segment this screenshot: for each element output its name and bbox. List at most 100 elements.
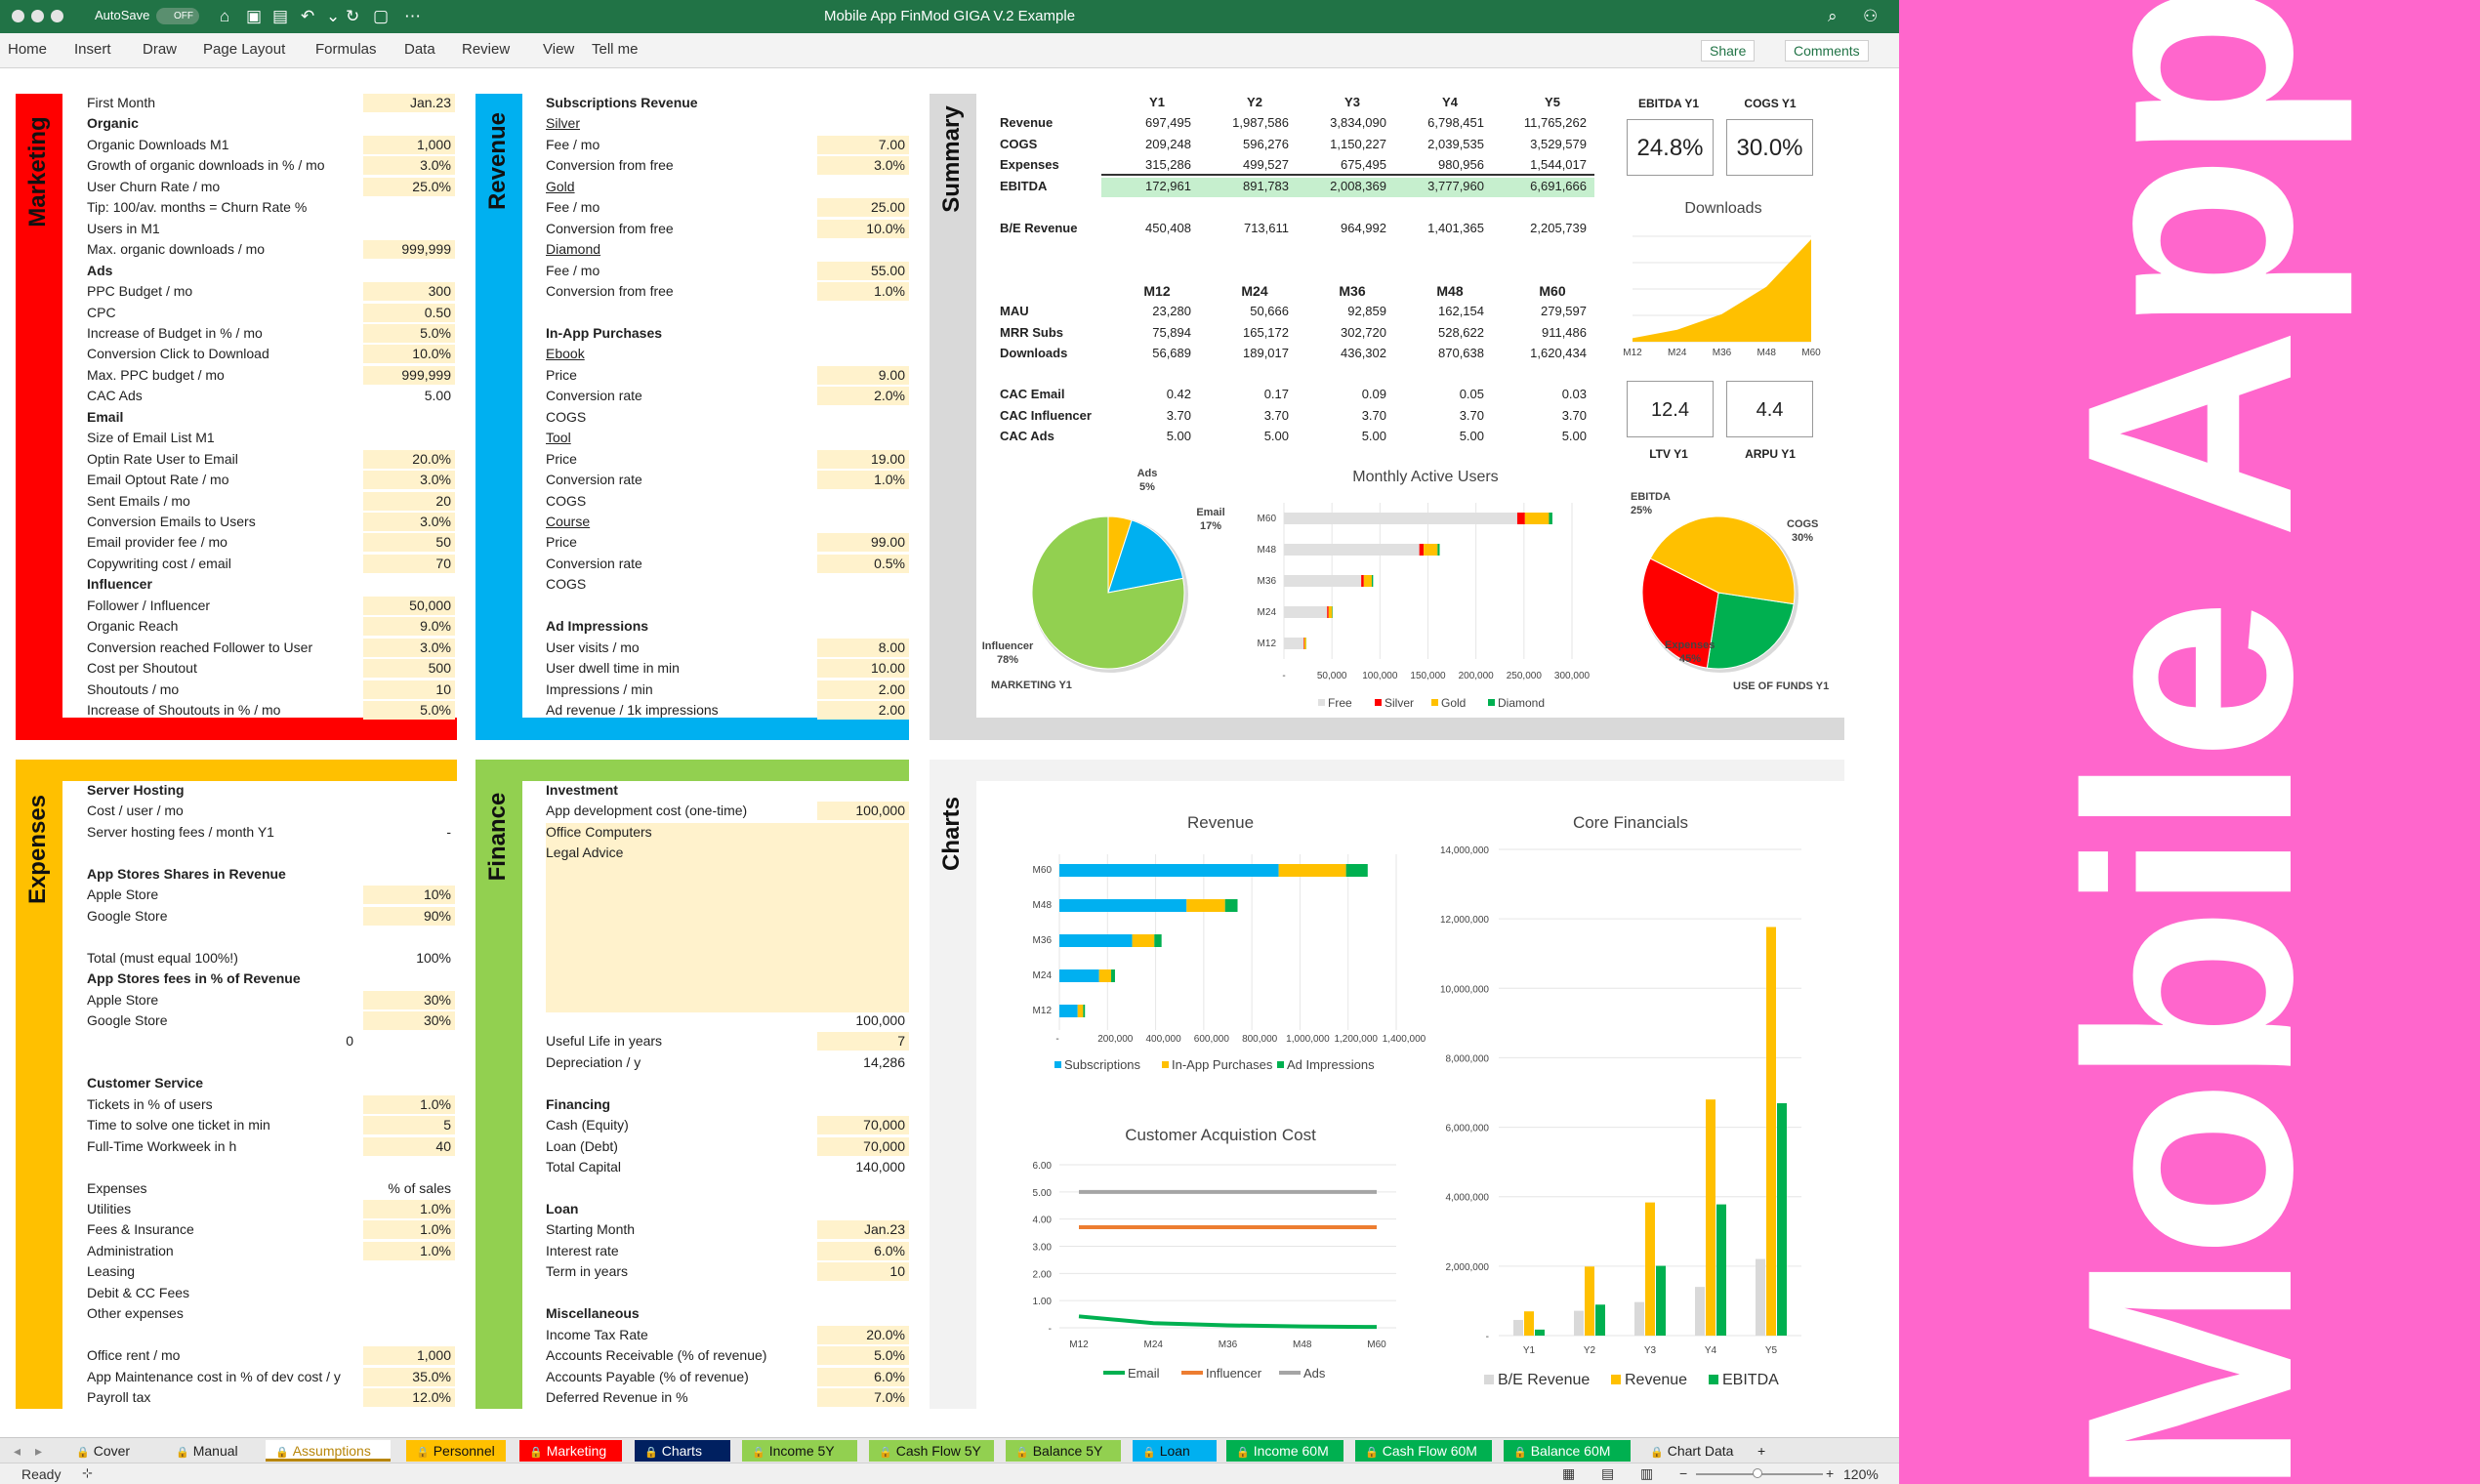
zoom-slider-thumb[interactable] (1753, 1468, 1762, 1478)
share-button[interactable]: Share (1701, 40, 1756, 62)
comments-button[interactable]: Comments (1785, 40, 1869, 62)
more-icon[interactable]: ⋯ (404, 7, 421, 25)
expenses-input[interactable]: 12.0% (363, 1388, 455, 1408)
revenue-input[interactable]: 19.00 (817, 449, 909, 469)
marketing-input[interactable]: 999,999 (363, 365, 455, 385)
sheet-tab-income-5y[interactable]: 🔒 Income 5Y (742, 1440, 857, 1462)
finance-input[interactable]: 100,000 (817, 802, 909, 821)
marketing-input[interactable]: 10.0% (363, 345, 455, 364)
sheet-tab-charts[interactable]: 🔒 Charts (635, 1440, 730, 1462)
home-icon[interactable]: ⌂ (220, 7, 230, 25)
finance-input[interactable]: 20.0% (817, 1325, 909, 1344)
sheet-tab-income-60m[interactable]: 🔒 Income 60M (1226, 1440, 1343, 1462)
finance-input-area[interactable] (546, 886, 909, 908)
window-minimize-button[interactable] (31, 10, 44, 22)
finance-input[interactable]: 70,000 (817, 1116, 909, 1135)
marketing-input[interactable]: 5.0% (363, 323, 455, 343)
finance-input-area[interactable] (546, 928, 909, 950)
expenses-input[interactable]: 5 (363, 1116, 455, 1135)
ribbon-tab-insert[interactable]: Insert (74, 41, 111, 58)
finance-input[interactable]: 6.0% (817, 1241, 909, 1260)
marketing-input[interactable]: Jan.23 (363, 94, 455, 112)
finance-input-area[interactable] (546, 864, 909, 886)
expenses-input[interactable]: 1,000 (363, 1346, 455, 1366)
marketing-input[interactable]: 70 (363, 554, 455, 573)
scroll-right-icon[interactable]: ▸ (35, 1443, 43, 1459)
window-zoom-button[interactable] (51, 10, 63, 22)
revenue-input[interactable]: 8.00 (817, 638, 909, 657)
expenses-input[interactable]: 30% (363, 990, 455, 1010)
marketing-input[interactable]: 50,000 (363, 596, 455, 615)
ribbon-tab-data[interactable]: Data (404, 41, 435, 58)
save-as-icon[interactable]: ▤ (272, 7, 289, 25)
finance-input[interactable]: 6.0% (817, 1367, 909, 1386)
sheet-tab-marketing[interactable]: 🔒 Marketing (519, 1440, 622, 1462)
finance-input-area[interactable] (546, 822, 909, 845)
autosave-toggle[interactable]: OFF (156, 8, 199, 24)
zoom-in-icon[interactable]: + (1826, 1465, 1835, 1481)
expenses-input[interactable]: 40 (363, 1136, 455, 1156)
finance-input[interactable]: Jan.23 (817, 1220, 909, 1240)
marketing-input[interactable]: 500 (363, 659, 455, 679)
marketing-input[interactable]: 3.0% (363, 513, 455, 531)
marketing-input[interactable]: 3.0% (363, 638, 455, 657)
revenue-input[interactable]: 9.00 (817, 365, 909, 385)
marketing-input[interactable]: 20 (363, 491, 455, 511)
revenue-input[interactable]: 25.00 (817, 198, 909, 218)
sheet-tab-loan[interactable]: 🔒 Loan (1133, 1440, 1217, 1462)
marketing-input[interactable]: 999,999 (363, 240, 455, 260)
expenses-input[interactable]: 35.0% (363, 1367, 455, 1386)
ribbon-tab-formulas[interactable]: Formulas (315, 41, 377, 58)
expenses-input[interactable]: 90% (363, 906, 455, 926)
ribbon-tab-tell-me[interactable]: Tell me (592, 41, 639, 58)
sheet-tab-cover[interactable]: 🔒 Cover (66, 1440, 145, 1462)
page-layout-view-icon[interactable]: ▤ (1601, 1465, 1615, 1481)
revenue-input[interactable]: 1.0% (817, 282, 909, 302)
expenses-input[interactable]: 10% (363, 886, 455, 905)
accessibility-icon[interactable]: ⊹ (82, 1465, 93, 1480)
scroll-left-icon[interactable]: ◂ (14, 1443, 21, 1459)
sheet-tab-balance-60m[interactable]: 🔒 Balance 60M (1504, 1440, 1631, 1462)
marketing-input[interactable]: 1,000 (363, 135, 455, 154)
sheet-tab-cash-flow-60m[interactable]: 🔒 Cash Flow 60M (1355, 1440, 1492, 1462)
finance-input-area[interactable] (546, 844, 909, 866)
expenses-input[interactable]: 1.0% (363, 1200, 455, 1218)
search-icon[interactable]: ⌕ (1828, 7, 1838, 25)
finance-input[interactable]: 10 (817, 1262, 909, 1282)
revenue-input[interactable]: 10.0% (817, 219, 909, 238)
sheet-tab-chart-data[interactable]: 🔒 Chart Data (1640, 1440, 1748, 1462)
ribbon-tab-home[interactable]: Home (8, 41, 48, 58)
marketing-input[interactable]: 3.0% (363, 156, 455, 176)
marketing-input[interactable]: 300 (363, 282, 455, 302)
finance-input[interactable]: 7.0% (817, 1388, 909, 1408)
marketing-input[interactable]: 0.50 (363, 303, 455, 322)
revenue-input[interactable]: 55.00 (817, 261, 909, 280)
finance-input[interactable]: 70,000 (817, 1136, 909, 1156)
revenue-input[interactable]: 2.00 (817, 701, 909, 721)
marketing-input[interactable]: 3.0% (363, 471, 455, 490)
expenses-input[interactable]: 1.0% (363, 1220, 455, 1240)
finance-input-area[interactable] (546, 948, 909, 970)
undo-icon[interactable]: ↶ (301, 7, 315, 25)
revenue-input[interactable]: 0.5% (817, 554, 909, 573)
sheet-tab-cash-flow-5y[interactable]: 🔒 Cash Flow 5Y (869, 1440, 994, 1462)
finance-input-area[interactable] (546, 906, 909, 928)
zoom-out-icon[interactable]: − (1679, 1465, 1688, 1481)
revenue-input[interactable]: 99.00 (817, 533, 909, 553)
sheet-tab-personnel[interactable]: 🔒 Personnel (406, 1440, 506, 1462)
revenue-input[interactable]: 7.00 (817, 135, 909, 154)
refresh-icon[interactable]: ↻ (346, 7, 360, 25)
marketing-input[interactable]: 9.0% (363, 617, 455, 637)
sheet-tab-assumptions[interactable]: 🔒 Assumptions (266, 1440, 391, 1462)
normal-view-icon[interactable]: ▦ (1562, 1465, 1576, 1481)
revenue-input[interactable]: 2.0% (817, 387, 909, 406)
finance-input-area[interactable] (546, 969, 909, 992)
save-icon[interactable]: ▣ (246, 7, 263, 25)
expenses-input[interactable]: 1.0% (363, 1241, 455, 1260)
finance-input-area[interactable] (546, 990, 909, 1012)
ribbon-tab-page-layout[interactable]: Page Layout (203, 41, 286, 58)
revenue-input[interactable]: 2.00 (817, 680, 909, 699)
finance-input[interactable]: 5.0% (817, 1346, 909, 1366)
marketing-input[interactable]: 10 (363, 680, 455, 699)
ribbon-tab-view[interactable]: View (543, 41, 575, 58)
